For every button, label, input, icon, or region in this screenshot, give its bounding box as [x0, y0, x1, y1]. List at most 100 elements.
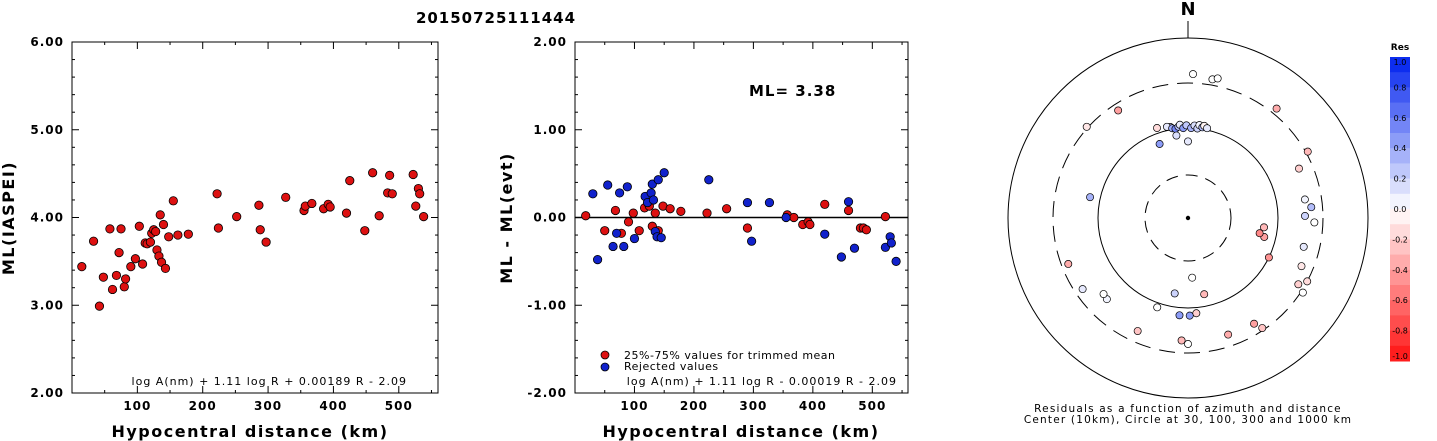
- ring-300km: [1052, 82, 1324, 354]
- polar-station-point: [1297, 262, 1306, 271]
- polar-station-point: [1258, 324, 1267, 333]
- left-data-point: [155, 210, 165, 220]
- left-y-tick-label: 5.00: [30, 123, 64, 137]
- left-data-point: [232, 212, 242, 222]
- figure-title: 20150725111444: [416, 9, 576, 27]
- polar-station-point: [1189, 70, 1197, 79]
- left-data-point: [88, 236, 99, 246]
- left-formula: log A(nm) + 1.11 log R + 0.00189 R - 2.0…: [132, 375, 407, 388]
- middle-rejected-point: [608, 241, 618, 252]
- middle-rejected-point: [781, 212, 791, 223]
- colorbar-tick-label: -0.2: [1392, 235, 1408, 244]
- polar-station-point: [1082, 122, 1091, 131]
- ml-vs-distance-chart: 2.00 3.00 4.00 5.00 6.00 100 200 300 400 500 ML(…: [0, 35, 439, 441]
- colorbar-tick-label: -0.8: [1392, 327, 1408, 336]
- polar-station-point: [1188, 273, 1197, 282]
- middle-used-point: [581, 211, 591, 221]
- colorbar-swatch: [1390, 193, 1410, 210]
- left-data-point: [120, 274, 131, 284]
- middle-formula: log A(nm) + 1.11 log R - 0.00019 R - 2.0…: [627, 375, 897, 388]
- middle-x-tick-label: 200: [680, 399, 708, 413]
- left-data-point: [130, 254, 140, 264]
- colorbar-swatch: [1390, 178, 1410, 195]
- left-data-point: [158, 219, 169, 230]
- middle-used-point: [610, 205, 621, 216]
- left-x-tick-label: 200: [189, 399, 217, 413]
- residual-colorbar: Res 1.0 0.8 0.6 0.4 0.2 0.0 -0.2 -0.4 -0.6 -0.8 -1…: [1390, 43, 1410, 362]
- middle-y-tick-label: -1.00: [527, 298, 567, 312]
- colorbar-swatch: [1390, 102, 1410, 119]
- middle-used-point: [861, 225, 871, 235]
- polar-station-point: [1153, 303, 1162, 312]
- middle-used-point: [843, 205, 854, 216]
- polar-station-point: [1155, 140, 1164, 148]
- polar-data-points: [1064, 70, 1319, 348]
- middle-used-point: [623, 217, 634, 227]
- polar-station-point: [1133, 327, 1142, 336]
- polar-station-point: [1300, 195, 1309, 204]
- middle-rejected-point: [849, 243, 860, 253]
- middle-rejected-point: [622, 182, 632, 192]
- middle-rejected-point: [656, 233, 666, 243]
- middle-y-ticks: -2.00 -1.00 0.00 1.00 2.00: [527, 35, 908, 400]
- left-data-point: [408, 169, 418, 180]
- middle-x-tick-label: 300: [739, 399, 767, 413]
- middle-used-point: [665, 204, 675, 214]
- colorbar-swatch: [1390, 209, 1410, 225]
- middle-x-ticks: 100 200 300 400 500: [604, 42, 903, 413]
- middle-y-tick-label: 2.00: [533, 35, 567, 49]
- polar-station-point: [1099, 290, 1108, 298]
- middle-rejected-point: [619, 241, 629, 252]
- middle-used-point: [676, 206, 686, 216]
- left-data-point: [111, 270, 122, 281]
- legend-rejected-marker: [600, 362, 610, 372]
- polar-station-point: [1184, 340, 1192, 348]
- middle-rejected-point: [820, 229, 830, 239]
- legend-rejected-label: Rejected values: [624, 360, 719, 373]
- colorbar-swatch: [1390, 315, 1410, 332]
- colorbar-swatch: [1390, 148, 1410, 164]
- colorbar-tick-label: 0.0: [1394, 205, 1407, 214]
- left-y-ticks: 2.00 3.00 4.00 5.00 6.00: [30, 35, 438, 400]
- colorbar-swatch: [1390, 269, 1410, 286]
- polar-station-point: [1086, 193, 1095, 202]
- polar-station-point: [1303, 277, 1312, 286]
- middle-rejected-point: [764, 197, 775, 208]
- left-y-axis-label: ML(IASPEI): [0, 161, 18, 275]
- colorbar-swatch: [1390, 72, 1410, 88]
- polar-station-point: [1184, 137, 1192, 146]
- left-data-points: [77, 168, 429, 311]
- colorbar-tick-label: 0.8: [1394, 83, 1407, 92]
- left-x-axis-label: Hypocentral distance (km): [111, 422, 388, 441]
- left-data-point: [341, 208, 352, 218]
- left-data-point: [325, 202, 335, 212]
- azimuth-residual-plot: N Residuals as a function of azimuth and…: [1007, 0, 1369, 426]
- polar-station-point: [1260, 223, 1268, 232]
- middle-y-tick-label: 1.00: [533, 123, 567, 137]
- polar-station-point: [1185, 311, 1194, 320]
- colorbar-swatch: [1390, 133, 1410, 149]
- colorbar-swatch: [1390, 87, 1410, 104]
- left-data-point: [114, 248, 124, 258]
- left-data-point: [419, 212, 429, 222]
- colorbar-tick-label: 0.6: [1394, 114, 1407, 123]
- middle-rejected-point: [747, 236, 757, 246]
- left-data-point: [183, 229, 193, 239]
- colorbar-swatch: [1390, 254, 1410, 271]
- middle-used-point: [702, 208, 712, 218]
- polar-station-point: [1175, 311, 1184, 320]
- left-x-ticks: 100 200 300 400 500: [104, 42, 432, 413]
- left-data-point: [173, 230, 183, 240]
- colorbar-swatch: [1390, 239, 1410, 256]
- left-data-point: [94, 301, 105, 311]
- middle-used-point: [789, 212, 799, 223]
- middle-rejected-point: [603, 180, 613, 190]
- polar-station-point: [1170, 289, 1179, 298]
- polar-station-point: [1301, 212, 1309, 220]
- middle-used-point: [880, 212, 891, 222]
- polar-station-point: [1298, 288, 1307, 297]
- colorbar-swatch: [1390, 300, 1410, 316]
- polar-caption-line1: Residuals as a function of azimuth and d…: [1034, 403, 1342, 415]
- colorbar-swatch: [1390, 117, 1410, 134]
- left-data-point: [213, 223, 223, 233]
